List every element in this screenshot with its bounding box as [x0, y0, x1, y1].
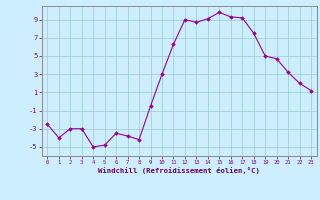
- X-axis label: Windchill (Refroidissement éolien,°C): Windchill (Refroidissement éolien,°C): [98, 167, 260, 174]
